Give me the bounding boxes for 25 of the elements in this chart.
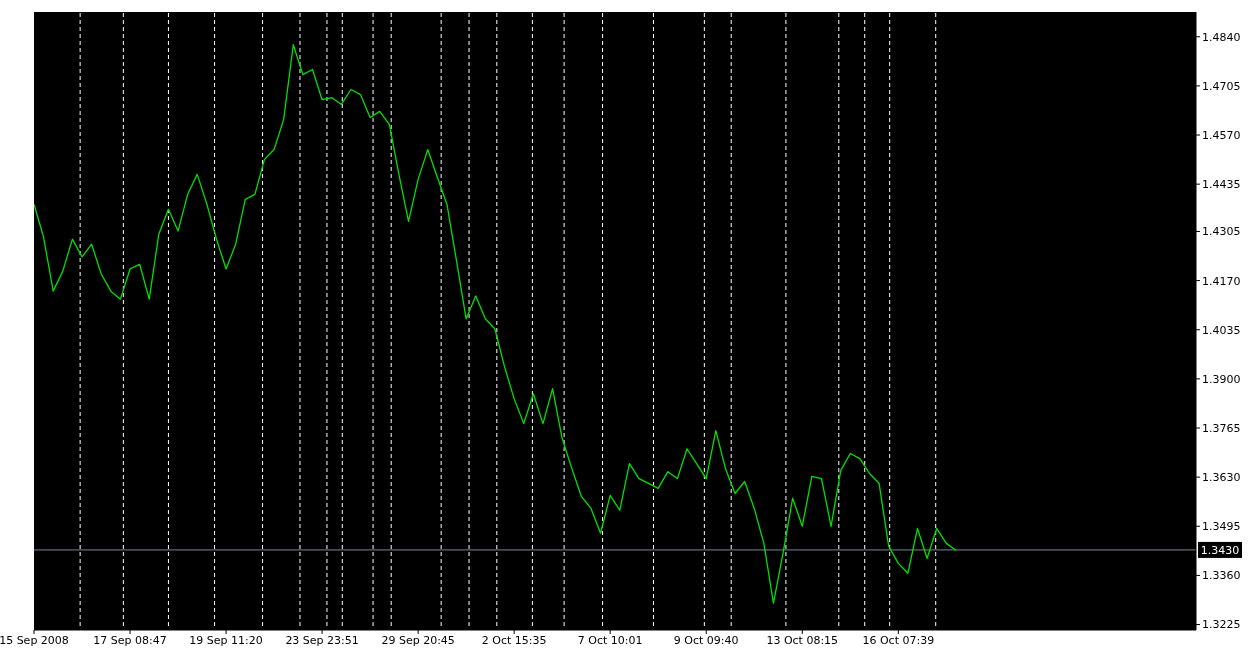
y-tick-label: 1.4170 — [1202, 274, 1241, 288]
x-tick-label: 23 Sep 23:51 — [285, 633, 359, 647]
x-tick-label: 16 Oct 07:39 — [862, 633, 935, 647]
y-tick-label: 1.3900 — [1202, 372, 1241, 386]
x-tick-label: 17 Sep 08:47 — [93, 633, 167, 647]
y-tick-label: 1.3765 — [1202, 421, 1241, 435]
y-tick-label: 1.4570 — [1202, 128, 1241, 142]
y-tick-label: 1.3360 — [1202, 569, 1241, 583]
y-tick-label: 1.4435 — [1202, 178, 1241, 192]
y-tick-label: 1.4840 — [1202, 30, 1241, 44]
x-tick-label: 7 Oct 10:01 — [577, 633, 643, 647]
x-tick-label: 29 Sep 20:45 — [381, 633, 455, 647]
x-tick-label: 15 Sep 2008 — [0, 633, 69, 647]
y-tick-label: 1.4305 — [1202, 225, 1241, 239]
y-tick-label: 1.3630 — [1202, 471, 1241, 485]
ref-line-label: 1.3430 — [1200, 543, 1240, 557]
x-tick-label: 19 Sep 11:20 — [189, 633, 263, 647]
y-tick-label: 1.4035 — [1202, 323, 1241, 337]
y-tick-label: 1.3225 — [1202, 618, 1241, 632]
x-tick-label: 13 Oct 08:15 — [766, 633, 839, 647]
y-tick-label: 1.3495 — [1202, 520, 1241, 534]
x-tick-label: 9 Oct 09:40 — [673, 633, 739, 647]
y-tick-label: 1.4705 — [1202, 79, 1241, 93]
x-tick-label: 2 Oct 15:35 — [481, 633, 547, 647]
line-series — [34, 44, 957, 604]
